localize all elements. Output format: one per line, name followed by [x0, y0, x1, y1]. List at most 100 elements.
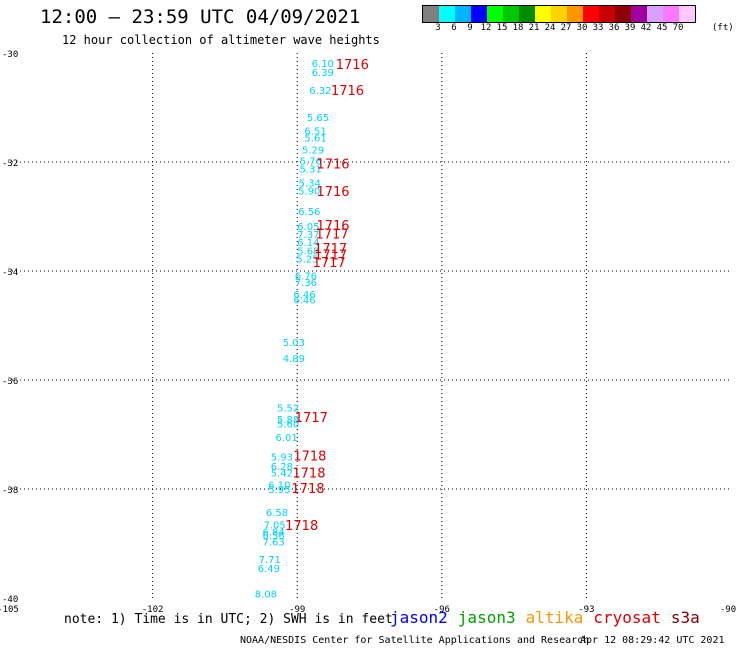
colorbar-label: 70 — [672, 23, 684, 33]
wave-height-label: 6.51 — [304, 126, 326, 137]
wave-height-label: 5.61 — [304, 133, 326, 144]
wave-height-label: 5.88 — [277, 415, 299, 426]
lon-tick-label: -96 — [434, 605, 450, 615]
pass-number-label: 1717 — [314, 242, 347, 257]
wave-height-label: 6.49 — [258, 564, 280, 575]
legend-cryosat: cryosat — [593, 608, 661, 627]
lon-tick-label: -90 — [720, 605, 736, 615]
lat-tick-label: -34 — [2, 268, 18, 278]
wave-height-label: 7.37 — [297, 230, 319, 241]
pass-number-label: 1716 — [316, 185, 349, 200]
colorbar — [422, 5, 696, 23]
colorbar-swatch — [439, 6, 455, 22]
wave-height-label: 5.90 — [298, 186, 320, 197]
pass-number-label: 1716 — [316, 158, 349, 173]
lat-tick-label: -32 — [2, 159, 18, 169]
wave-height-label: 8.08 — [255, 590, 277, 601]
wave-height-label: 5.31 — [300, 165, 322, 176]
colorbar-swatch — [583, 6, 599, 22]
wave-height-label: 5.93 — [271, 452, 293, 463]
colorbar-label: 30 — [576, 23, 588, 33]
wave-height-label: 7.05 — [263, 520, 285, 531]
colorbar-swatch — [503, 6, 519, 22]
colorbar-label: 39 — [624, 23, 636, 33]
figure-title: 12:00 – 23:59 UTC 04/09/2021 — [40, 6, 361, 28]
colorbar-swatch — [423, 6, 439, 22]
lon-tick-label: -105 — [0, 605, 19, 615]
wave-height-label: 5.65 — [307, 113, 329, 124]
wave-height-label: 5.34 — [299, 179, 321, 190]
colorbar-swatch — [567, 6, 583, 22]
pass-number-label: 1717 — [295, 411, 328, 426]
legend-altika: altika — [525, 608, 584, 627]
colorbar-label: 15 — [496, 23, 508, 33]
wave-height-label: 6.46 — [293, 295, 315, 306]
colorbar-label: 36 — [608, 23, 620, 33]
wave-height-label: 5.25 — [296, 254, 318, 265]
colorbar-swatch — [471, 6, 487, 22]
colorbar-swatch — [615, 6, 631, 22]
lat-tick-label: -36 — [2, 377, 18, 387]
wave-height-label: 5.29 — [302, 145, 324, 156]
wave-height-label: 6.76 — [295, 271, 317, 282]
wave-height-label: 6.14 — [297, 238, 319, 249]
wave-height-label: 6.84 — [262, 528, 284, 539]
wave-height-label: 6.46 — [293, 290, 315, 301]
legend-jason3: jason3 — [457, 608, 516, 627]
wave-height-label: 5.76 — [300, 156, 322, 167]
pass-number-label: 1716 — [331, 84, 364, 99]
colorbar-label: 27 — [560, 23, 572, 33]
wave-height-label: 6.56 — [298, 207, 320, 218]
wave-height-label: 4.89 — [283, 354, 305, 365]
colorbar-swatch — [487, 6, 503, 22]
colorbar-swatch — [519, 6, 535, 22]
colorbar-label: 18 — [512, 23, 524, 33]
colorbar-label: 21 — [528, 23, 540, 33]
wave-height-label: 7.36 — [295, 278, 317, 289]
lat-tick-label: -38 — [2, 486, 18, 496]
wave-height-label: 6.01 — [276, 433, 298, 444]
colorbar-label: 33 — [592, 23, 604, 33]
colorbar-swatch — [535, 6, 551, 22]
pass-number-label: 1716 — [336, 58, 369, 73]
wave-height-label: 6.28 — [271, 462, 293, 473]
wave-height-label: 5.68 — [297, 246, 319, 257]
colorbar-label: 42 — [640, 23, 652, 33]
wave-height-label: 7.71 — [259, 555, 281, 566]
wave-height-label: 5.03 — [283, 338, 305, 349]
pass-number-label: 1718 — [292, 467, 325, 482]
wave-height-label: 6.58 — [266, 508, 288, 519]
wave-height-label: 6.10 — [268, 481, 290, 492]
colorbar-label: 9 — [467, 23, 473, 33]
pass-number-label: 1718 — [293, 449, 326, 464]
credit-text: NOAA/NESDIS Center for Satellite Applica… — [240, 635, 590, 646]
pass-number-label: 1717 — [316, 227, 349, 242]
generated-date: Apr 12 08:29:42 UTC 2021 — [580, 635, 725, 646]
lon-tick-label: -99 — [289, 605, 305, 615]
wave-height-label: 6.05 — [297, 222, 319, 233]
wave-height-label: 5.52 — [277, 403, 299, 414]
lat-tick-label: -30 — [2, 50, 18, 60]
wave-height-label: 5.60 — [277, 420, 299, 431]
wave-height-label: 6.56 — [262, 531, 284, 542]
wave-height-label: 6.32 — [309, 86, 331, 97]
legend-jason2: jason2 — [390, 608, 448, 627]
legend-s3a: s3a — [670, 608, 700, 627]
wave-height-label: 6.10 — [312, 59, 334, 70]
colorbar-unit: (ft) — [712, 23, 734, 33]
colorbar-swatch — [679, 6, 695, 22]
pass-number-label: 1718 — [291, 482, 324, 497]
colorbar-label: 12 — [480, 23, 492, 33]
lon-tick-label: -102 — [142, 605, 164, 615]
figure-subtitle: 12 hour collection of altimeter wave hei… — [62, 33, 380, 47]
wave-height-label: 5.95 — [268, 485, 290, 496]
colorbar-label: 3 — [435, 23, 441, 33]
colorbar-label: 24 — [544, 23, 556, 33]
satellite-legend: jason2 jason3 altika cryosat s3a — [390, 608, 710, 627]
lon-tick-label: -93 — [578, 605, 594, 615]
colorbar-swatch — [551, 6, 567, 22]
colorbar-swatch — [455, 6, 471, 22]
wave-height-label: 7.63 — [262, 537, 284, 548]
